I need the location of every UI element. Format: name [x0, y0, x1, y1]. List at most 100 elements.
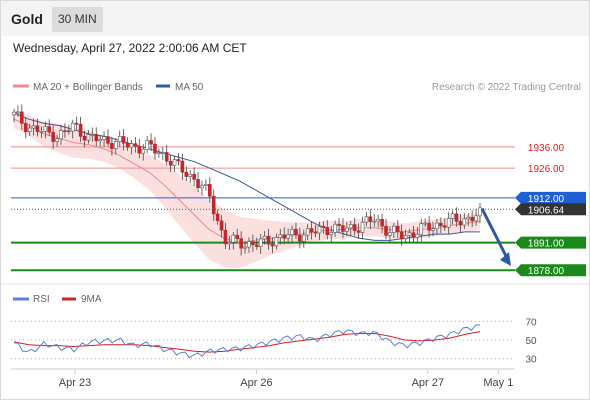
candle-body	[380, 218, 384, 227]
candle-body	[133, 143, 138, 147]
candle-body	[431, 228, 435, 231]
candle-body	[309, 228, 314, 233]
timeframe-button[interactable]: 30 MIN	[52, 7, 103, 32]
candle-body	[180, 160, 185, 173]
candle-body	[348, 224, 353, 229]
candle-body	[442, 225, 447, 228]
candle-body	[403, 235, 408, 239]
candle-body	[301, 234, 306, 242]
support-label-bg	[515, 236, 586, 249]
candles	[12, 104, 482, 256]
candle-body	[290, 228, 294, 235]
copyright-text: Research © 2022 Trading Central	[432, 82, 581, 93]
x-axis-tick-label: Apr 26	[240, 377, 272, 389]
candle-body	[458, 221, 463, 226]
candle-body	[254, 244, 259, 247]
candle-body	[384, 225, 388, 236]
last-label: 1906.64	[528, 205, 565, 216]
x-axis-tick-label: May 1	[483, 377, 513, 389]
ma9-legend-label: 9MA	[81, 294, 102, 305]
candle-body	[407, 232, 412, 236]
candle-body	[207, 184, 212, 197]
candle-body	[117, 136, 122, 142]
candle-body	[114, 141, 118, 149]
bollinger-band-fill	[14, 110, 480, 269]
candle-body	[298, 234, 302, 242]
candle-body	[215, 213, 220, 222]
candle-body	[94, 134, 99, 142]
candle-body	[31, 125, 36, 129]
candle-body	[321, 226, 326, 228]
resistance-label: 1926.00	[528, 164, 565, 175]
candle-body	[176, 159, 181, 162]
candle-body	[399, 231, 404, 239]
rsi-line	[13, 324, 481, 359]
candle-body	[352, 224, 357, 232]
candle-body	[415, 233, 420, 238]
candle-body	[164, 152, 169, 162]
rsi-level-label: 70	[525, 317, 537, 328]
candle-body	[325, 226, 330, 236]
candle-body	[200, 185, 204, 189]
candle-body	[286, 234, 290, 239]
candle-body	[454, 213, 459, 222]
candle-body	[411, 232, 416, 238]
candle-body	[266, 235, 271, 245]
candle-body	[446, 218, 451, 228]
candle-body	[63, 130, 67, 132]
candle-body	[51, 131, 55, 142]
candle-body	[35, 125, 40, 132]
candle-body	[82, 135, 87, 141]
symbol-title: Gold	[11, 11, 43, 27]
candle-body	[368, 216, 373, 222]
candle-body	[55, 138, 59, 142]
candle-body	[235, 234, 240, 239]
candle-body	[376, 218, 380, 222]
candle-body	[239, 238, 243, 249]
candle-body	[47, 126, 52, 133]
candle-body	[172, 159, 177, 166]
last-label-bg	[515, 203, 586, 216]
candle-body	[231, 234, 236, 243]
rsi-legend-label: RSI	[33, 294, 50, 305]
candle-body	[474, 215, 478, 222]
candle-body	[360, 221, 365, 233]
candle-body	[270, 243, 275, 247]
candle-body	[317, 226, 322, 234]
candle-body	[149, 140, 153, 145]
candle-body	[341, 225, 345, 232]
candle-body	[204, 184, 208, 187]
candle-body	[219, 220, 224, 231]
candle-body	[364, 216, 369, 223]
candle-body	[67, 130, 71, 133]
candle-body	[450, 213, 455, 219]
ma20-legend-label: MA 20 + Bollinger Bands	[33, 82, 143, 93]
candle-body	[329, 232, 333, 236]
ma9-line	[13, 331, 481, 353]
candle-body	[313, 231, 318, 234]
candle-body	[70, 122, 75, 132]
candle-body	[337, 223, 341, 226]
candle-body	[211, 195, 216, 215]
candle-body	[106, 136, 110, 144]
candle-body	[141, 148, 146, 154]
candle-body	[294, 228, 298, 236]
candle-body	[110, 143, 114, 149]
rsi-panel: 70 50 30	[11, 317, 537, 366]
candle-body	[478, 207, 482, 217]
candle-body	[466, 216, 471, 220]
rsi-level-label: 30	[525, 355, 537, 366]
candle-body	[145, 140, 149, 150]
candle-body	[12, 111, 16, 116]
candle-body	[423, 222, 427, 225]
candle-body	[395, 225, 400, 233]
candle-body	[372, 220, 377, 223]
candle-body	[388, 232, 392, 236]
candle-body	[251, 241, 255, 246]
candle-body	[192, 173, 196, 180]
candle-body	[43, 126, 48, 132]
x-axis: Apr 23 Apr 26 Apr 27 May 1	[59, 369, 513, 389]
timestamp: Wednesday, April 27, 2022 2:00:06 AM CET	[13, 41, 247, 55]
